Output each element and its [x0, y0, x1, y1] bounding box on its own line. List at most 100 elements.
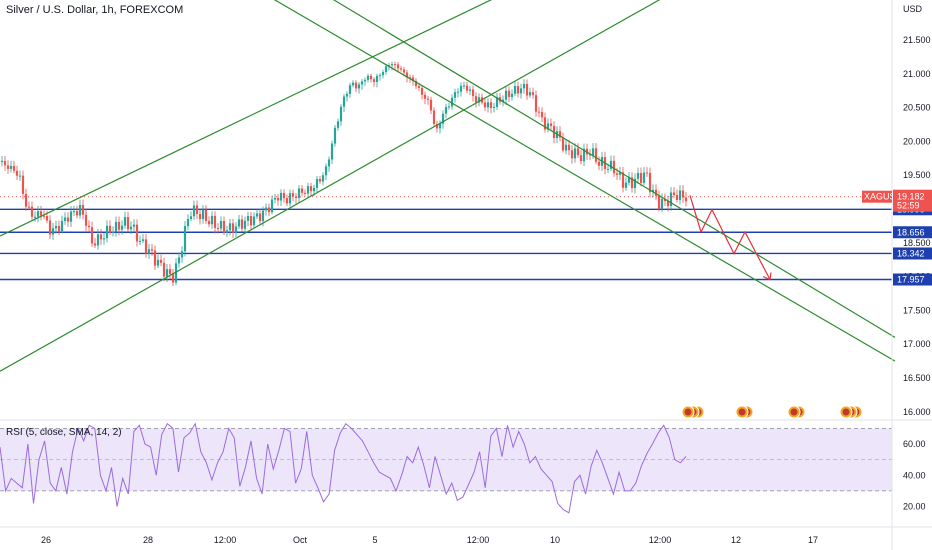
candle-body: [543, 117, 547, 130]
candle-body: [531, 92, 535, 96]
candle-body: [396, 64, 400, 69]
candle-body: [246, 215, 250, 221]
candle-body: [93, 243, 97, 246]
trend-channel-line: [332, 0, 896, 338]
candle-body: [372, 79, 376, 82]
candle-body: [633, 178, 637, 189]
candle-body: [501, 99, 505, 102]
candle-body: [657, 195, 661, 209]
candle-body: [162, 262, 166, 277]
candle-body: [294, 196, 298, 199]
candle-body: [315, 179, 319, 188]
candle-body: [645, 172, 649, 174]
candle-body: [678, 190, 682, 200]
candle-body: [24, 193, 28, 207]
candle-body: [573, 148, 577, 159]
candle-body: [63, 217, 67, 221]
candle-body: [0, 161, 4, 163]
candle-body: [576, 148, 580, 156]
candle-body: [66, 217, 70, 222]
candle-body: [597, 161, 601, 166]
candle-body: [339, 106, 343, 122]
candle-body: [285, 198, 289, 204]
candle-body: [513, 86, 517, 94]
candle-body: [453, 92, 457, 98]
candle-body: [411, 77, 415, 82]
candle-body: [495, 97, 499, 107]
candle-body: [591, 148, 595, 156]
candle-body: [456, 91, 460, 93]
candle-body: [618, 172, 622, 175]
trend-channel-line: [273, 0, 896, 362]
candle-body: [666, 201, 670, 206]
candle-body: [489, 102, 493, 108]
candle-body: [318, 179, 322, 182]
candle-body: [297, 188, 301, 199]
candle-body: [189, 216, 193, 220]
candle-body: [474, 96, 478, 103]
candle-body: [465, 85, 469, 91]
candle-body: [471, 89, 475, 97]
candle-body: [312, 187, 316, 192]
candle-body: [138, 240, 142, 242]
candle-body: [120, 225, 124, 230]
candle-body: [681, 190, 685, 198]
candle-body: [408, 77, 412, 79]
candle-body: [636, 173, 640, 179]
candle-body: [210, 215, 214, 225]
time-tick-label: 26: [41, 535, 51, 545]
candle-body: [654, 189, 658, 196]
candle-body: [216, 227, 220, 229]
candle-body: [99, 234, 103, 240]
candle-body: [579, 155, 583, 162]
candle-body: [414, 81, 418, 87]
candle-body: [156, 259, 160, 266]
candle-body: [354, 82, 358, 89]
candle-body: [57, 225, 61, 232]
candle-body: [213, 215, 217, 228]
candle-body: [75, 211, 79, 216]
currency-label: USD: [903, 4, 923, 14]
candle-body: [276, 197, 280, 201]
candle-body: [3, 161, 7, 166]
candle-body: [27, 206, 31, 208]
candle-body: [417, 86, 421, 88]
candle-body: [519, 88, 523, 94]
symbol-badge: [862, 190, 892, 203]
time-tick-label: 10: [550, 535, 560, 545]
candle-body: [108, 225, 112, 233]
candle-body: [15, 170, 19, 176]
candle-body: [111, 231, 115, 233]
candle-body: [684, 197, 688, 202]
candle-body: [432, 110, 436, 124]
candle-body: [327, 159, 331, 167]
candle-body: [9, 165, 13, 169]
candle-body: [33, 216, 37, 218]
candle-body: [72, 211, 76, 213]
candle-body: [261, 210, 265, 222]
price-tick-label: 21.500: [903, 35, 931, 45]
candle-body: [588, 154, 592, 156]
candle-body: [12, 165, 16, 171]
candle-body: [48, 220, 52, 235]
candle-body: [381, 72, 385, 76]
candle-body: [144, 239, 148, 254]
candle-body: [267, 207, 271, 213]
candle-body: [345, 93, 349, 97]
candle-body: [21, 175, 25, 194]
candle-body: [606, 168, 610, 170]
candle-body: [444, 107, 448, 114]
level-badge: [893, 273, 932, 286]
candle-body: [201, 209, 205, 220]
time-tick-label: 12:00: [214, 535, 237, 545]
candle-body: [528, 92, 532, 96]
candle-body: [192, 205, 196, 217]
candle-body: [435, 123, 439, 129]
candle-body: [564, 144, 568, 151]
candle-body: [330, 143, 334, 160]
candle-body: [672, 192, 676, 196]
candle-body: [663, 198, 667, 202]
candle-body: [282, 192, 286, 199]
candle-body: [648, 172, 652, 193]
